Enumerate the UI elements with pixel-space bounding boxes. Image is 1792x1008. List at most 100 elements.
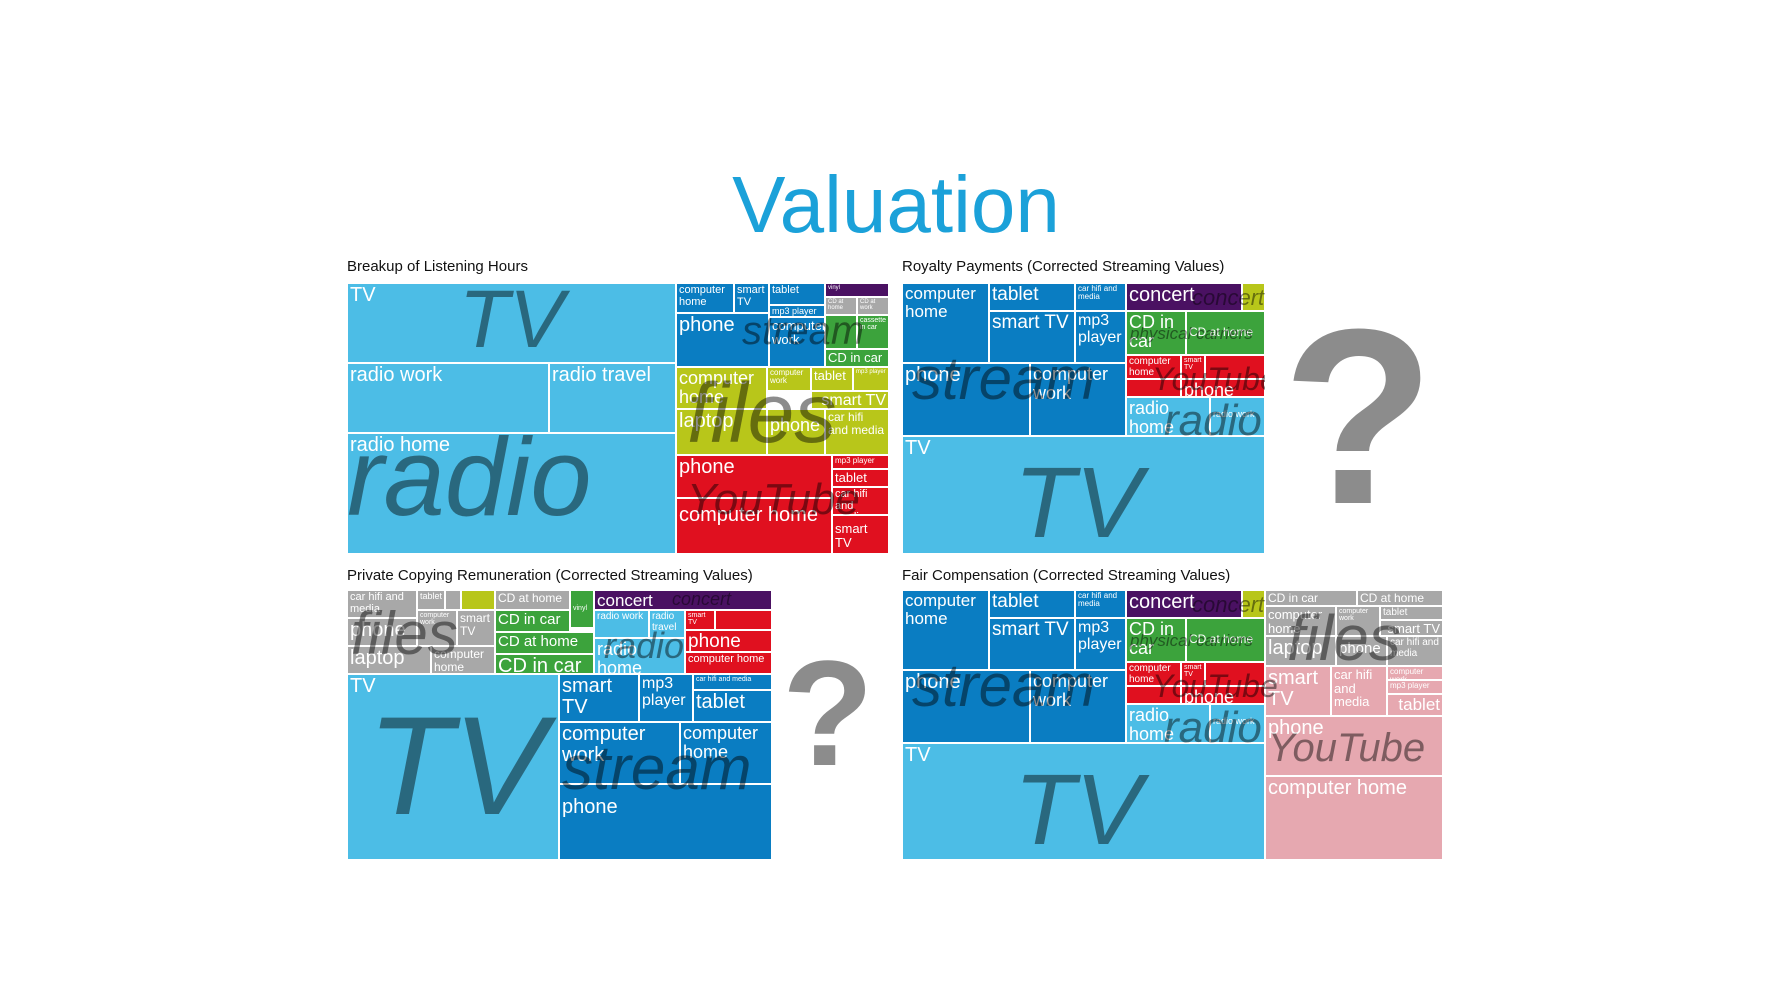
tile-physical-vinyl: vinyl	[825, 283, 889, 297]
tile-label: phone	[688, 631, 741, 652]
tile-misc	[1242, 590, 1265, 618]
tile-youtube-phone: phone	[685, 630, 772, 652]
tile-radio-home: radio home	[347, 433, 676, 554]
tile-files-computer-home: computer home	[1265, 606, 1336, 636]
tile-label: TV	[350, 675, 376, 697]
tile-label: radio travel	[652, 611, 677, 633]
tile-label: computer home	[1129, 356, 1171, 378]
tile-physical-cd-car: CD in car	[825, 349, 889, 367]
tile-tv: TV	[902, 436, 1265, 554]
tile-label: laptop	[350, 647, 405, 669]
tile-tv: TV	[347, 674, 559, 860]
tile-label: CD in car	[1268, 591, 1319, 605]
tile-label: computer work	[1033, 671, 1109, 710]
tile-pink-tablet: tablet	[1387, 694, 1443, 716]
tile-label: computer work	[1033, 364, 1109, 403]
tile-label: smart TV	[688, 612, 706, 627]
tile-label: car hifi and media	[350, 591, 404, 615]
tile-label: radio work	[597, 611, 644, 622]
tile-label: phone	[1339, 640, 1381, 657]
tile-stream-smart-tv: smart TV	[559, 674, 639, 722]
tile-label: car hifi and media	[1078, 284, 1118, 302]
tile-label: computer home	[679, 284, 725, 308]
tile-label: vinyl	[573, 605, 588, 612]
tile-physical-cd-car: CD in car	[1126, 311, 1186, 355]
tile-label: concert	[1129, 284, 1195, 306]
tile-label: smart TV	[460, 611, 490, 638]
tile-youtube-phone: phone	[676, 455, 832, 498]
tile-label: mp3 player	[1390, 681, 1430, 690]
tile-label: computer home	[434, 647, 485, 674]
tile-physical-cd-home: CD at home	[1186, 311, 1265, 355]
tile-label: smart TV	[1387, 621, 1441, 636]
tile-youtube-computer-home: computer home	[685, 652, 772, 674]
tile-physical-cd-home-2: CD at home	[495, 632, 594, 654]
tile-label: car hifi and media	[828, 410, 885, 437]
tile-files-tablet: tablet	[1380, 606, 1443, 620]
tile-label: tablet	[992, 591, 1039, 612]
tile-label: phone	[1268, 717, 1324, 739]
tile-files-laptop: laptop	[676, 409, 767, 455]
tile-stream-smart-tv: smart TV	[989, 618, 1075, 670]
tile-stream-computer-work: computer work	[1030, 363, 1126, 436]
tile-physical-vinyl: vinyl	[570, 590, 594, 628]
tile-files-green	[461, 590, 495, 610]
tile-radio-home: radio home	[1126, 704, 1210, 743]
tile-label: smart TV	[1184, 357, 1202, 372]
tile-physical-cd-car-small: CD in car	[495, 610, 570, 632]
tile-label: smart TV	[1184, 664, 1202, 679]
tile-label: tablet	[1383, 607, 1408, 618]
tile-youtube-smart-tv: smart TV	[1181, 662, 1205, 686]
tile-label: smart TV	[992, 619, 1069, 640]
tile-concert: concert	[1126, 590, 1242, 618]
tile-physical-cd-work: CD at work	[857, 297, 889, 315]
chart-title-4: Fair Compensation (Corrected Streaming V…	[902, 567, 1231, 584]
tile-stream-tablet: tablet	[693, 690, 772, 722]
tile-radio-work: radio work	[1210, 397, 1265, 436]
tile-pink-car-hifi: car hifi and media	[1331, 666, 1387, 716]
tile-label: TV	[905, 437, 931, 459]
tile-stream-phone: phone	[559, 784, 772, 860]
tile-youtube-computer-home: computer home	[1126, 355, 1181, 379]
tile-label: smart TV	[992, 312, 1069, 333]
tile-label: radio work	[1213, 716, 1255, 726]
tile-files-smart-tv: smart TV	[457, 610, 495, 646]
tile-label: car hifi and media	[1390, 637, 1439, 659]
tile-stream-phone: phone	[676, 313, 769, 367]
tile-label: computer home	[905, 284, 976, 321]
tile-label: car hifi and media	[1078, 591, 1118, 609]
tile-files-phone: phone	[767, 409, 825, 455]
tile-stream-tablet: tablet	[989, 283, 1075, 311]
tile-label: CD at home	[828, 299, 844, 312]
tile-stream-computer-work: computer work	[1030, 670, 1126, 743]
tile-pink-computer-home: computer home	[1265, 776, 1443, 860]
tile-pink-smart-tv: smart TV	[1265, 666, 1331, 716]
tile-concert: concert	[594, 590, 772, 610]
tile-label: computer home	[679, 504, 818, 526]
tile-files-laptop: laptop	[1265, 636, 1336, 666]
tile-files-laptop: laptop	[347, 646, 431, 674]
tile-label: car hifi and media	[835, 488, 868, 514]
tile-stream-mp3: mp3 player	[639, 674, 693, 722]
tile-label: computer home	[688, 653, 765, 665]
tile-youtube-misc	[1205, 662, 1265, 686]
tile-label: computer home	[1129, 663, 1171, 685]
tile-stream-mp3: mp3 player	[769, 305, 825, 317]
tile-label: phone	[1184, 687, 1235, 704]
tile-label: CD in car	[1129, 312, 1175, 351]
tile-label: phone	[562, 796, 618, 818]
tile-stream-phone: phone	[902, 670, 1030, 743]
tile-label: CD in car	[498, 611, 561, 628]
tile-label: mp3 player	[1078, 312, 1122, 346]
tile-label: CD at home	[1189, 325, 1254, 339]
tile-label: vinyl	[828, 285, 841, 291]
tile-youtube-misc-2	[1126, 379, 1181, 397]
tile-label: CD at home	[498, 591, 563, 605]
tile-label: phone	[905, 671, 961, 693]
tile-physical-cd-home: CD at home	[825, 297, 857, 315]
tile-stream-computer-work: computer work	[559, 722, 680, 784]
tile-label: CD in car	[1129, 619, 1175, 658]
treemap-royalty-payments: computer home tablet car hifi and media …	[902, 283, 1265, 554]
tile-label: CD in car	[828, 350, 883, 365]
tile-label: tablet	[814, 368, 846, 383]
